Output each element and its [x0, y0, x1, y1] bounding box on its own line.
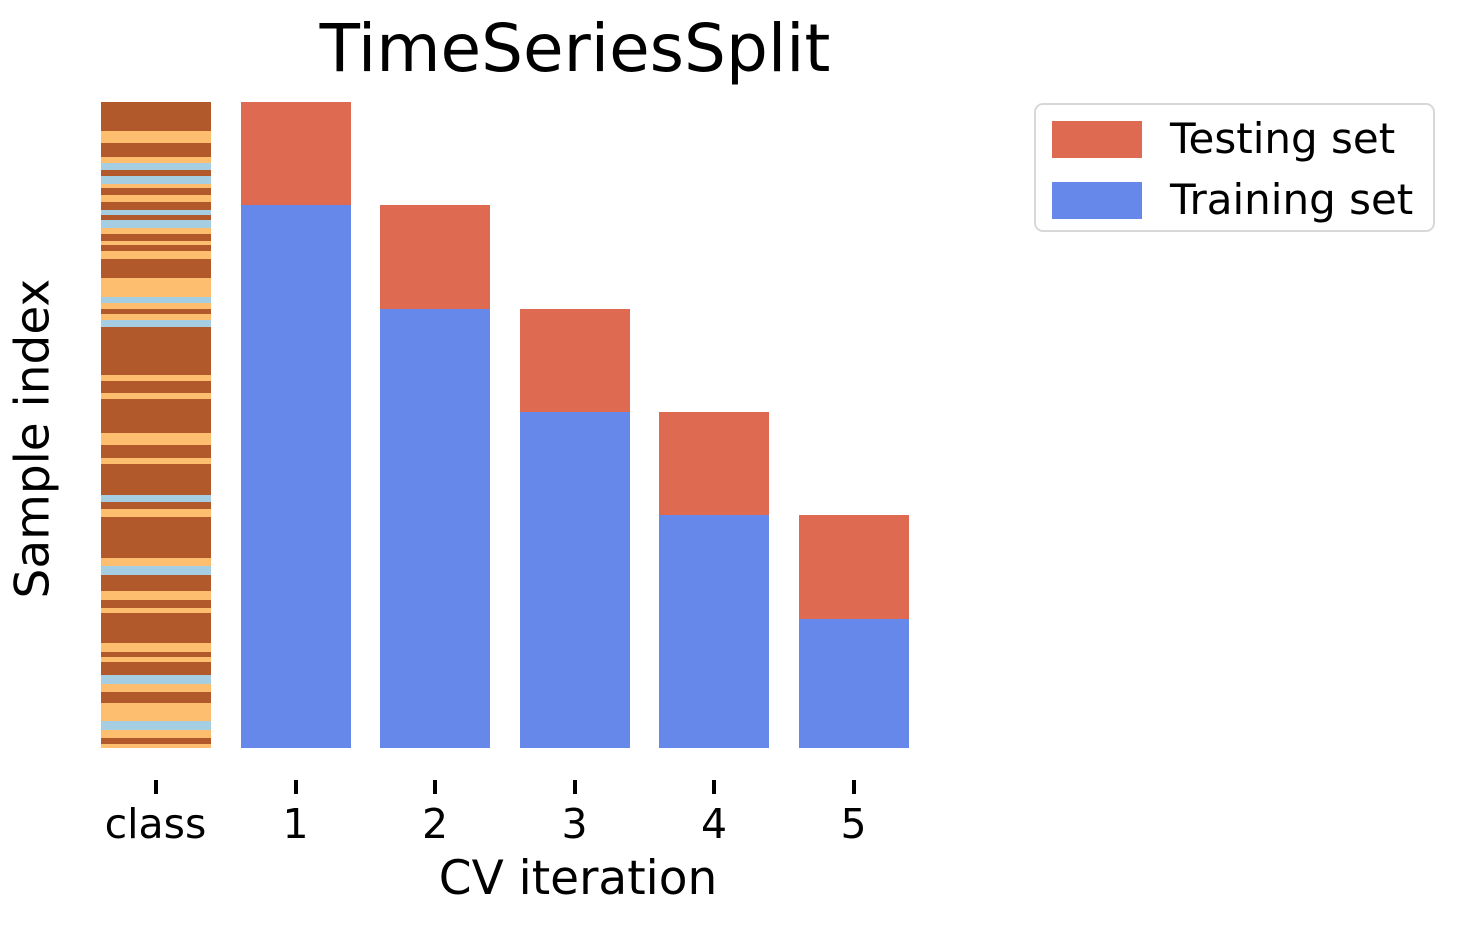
- class-segment: [100, 495, 211, 502]
- class-segment: [100, 613, 211, 644]
- class-segment: [100, 130, 211, 143]
- class-segment: [100, 314, 211, 320]
- class-segment: [100, 162, 211, 171]
- class-segment: [100, 730, 211, 739]
- class-segment: [100, 464, 211, 496]
- class-segment: [100, 233, 211, 241]
- training-segment: [659, 515, 769, 748]
- class-segment: [100, 674, 211, 684]
- testing-segment: [519, 308, 630, 413]
- class-segment: [100, 743, 211, 749]
- class-segment: [100, 608, 211, 614]
- class-segment: [100, 380, 211, 394]
- training-set-swatch: [1052, 181, 1142, 219]
- chart-title: TimeSeriesSplit: [319, 10, 831, 87]
- class-segment: [100, 691, 211, 703]
- class-segment: [100, 516, 211, 558]
- class-segment: [100, 228, 211, 234]
- training-segment: [380, 308, 490, 748]
- class-segment: [100, 194, 211, 203]
- class-segment: [100, 278, 211, 297]
- class-segment: [100, 209, 211, 216]
- class-segment: [100, 657, 211, 662]
- x-tick: [712, 780, 716, 794]
- training-segment: [240, 205, 351, 748]
- class-segment: [100, 599, 211, 609]
- x-tick-label: class: [104, 800, 207, 848]
- training-segment: [798, 618, 909, 748]
- class-segment: [100, 220, 211, 229]
- class-segment: [100, 575, 211, 591]
- y-axis-label: Sample index: [5, 278, 61, 599]
- x-tick-label: 5: [840, 800, 867, 848]
- class-segment: [100, 374, 211, 381]
- class-segment: [100, 566, 211, 576]
- testing-segment: [798, 515, 909, 619]
- testing-segment: [380, 205, 490, 309]
- x-tick-label: 3: [561, 800, 588, 848]
- class-segment: [100, 651, 211, 658]
- class-segment: [100, 683, 211, 692]
- class-segment: [100, 557, 211, 567]
- class-segment: [100, 509, 211, 517]
- class-segment: [100, 721, 211, 731]
- class-segment: [100, 590, 211, 600]
- class-segment: [100, 433, 211, 445]
- class-segment: [100, 308, 211, 315]
- class-segment: [100, 102, 211, 131]
- class-segment: [100, 250, 211, 259]
- testing-segment: [240, 102, 351, 206]
- legend: Testing set Training set: [1034, 103, 1435, 232]
- training-segment: [519, 412, 630, 748]
- x-tick: [293, 780, 298, 794]
- class-segment: [100, 187, 211, 195]
- class-segment: [100, 738, 211, 744]
- x-tick: [153, 780, 158, 794]
- class-segment: [100, 183, 211, 188]
- x-tick-label: 4: [700, 800, 728, 848]
- class-column: [100, 102, 211, 749]
- class-segment: [100, 643, 211, 652]
- class-segment: [100, 244, 211, 251]
- class-segment: [100, 501, 211, 510]
- class-segment: [100, 319, 211, 327]
- legend-label-training: Training set: [1170, 175, 1414, 224]
- x-tick: [572, 780, 577, 794]
- x-tick-label: 2: [421, 800, 449, 848]
- class-segment: [100, 258, 211, 279]
- x-axis-label: CV iteration: [438, 851, 718, 906]
- class-segment: [100, 296, 211, 304]
- class-segment: [100, 393, 211, 400]
- x-tick-label: 1: [282, 800, 309, 848]
- class-segment: [100, 458, 211, 465]
- x-tick: [851, 780, 856, 794]
- class-segment: [100, 303, 211, 309]
- class-segment: [100, 702, 211, 722]
- class-segment: [100, 142, 211, 158]
- x-tick: [433, 780, 437, 794]
- class-segment: [100, 202, 211, 210]
- class-segment: [100, 444, 211, 459]
- legend-entry-testing: Testing set: [1052, 114, 1396, 163]
- class-segment: [100, 170, 211, 177]
- class-segment: [100, 240, 211, 245]
- class-segment: [100, 326, 211, 375]
- class-segment: [100, 176, 211, 184]
- legend-entry-training: Training set: [1052, 175, 1414, 224]
- class-segment: [100, 157, 211, 163]
- legend-label-testing: Testing set: [1170, 114, 1396, 163]
- class-segment: [100, 215, 211, 221]
- class-segment: [100, 661, 211, 675]
- class-segment: [100, 399, 211, 434]
- testing-set-swatch: [1052, 120, 1142, 158]
- testing-segment: [659, 412, 769, 516]
